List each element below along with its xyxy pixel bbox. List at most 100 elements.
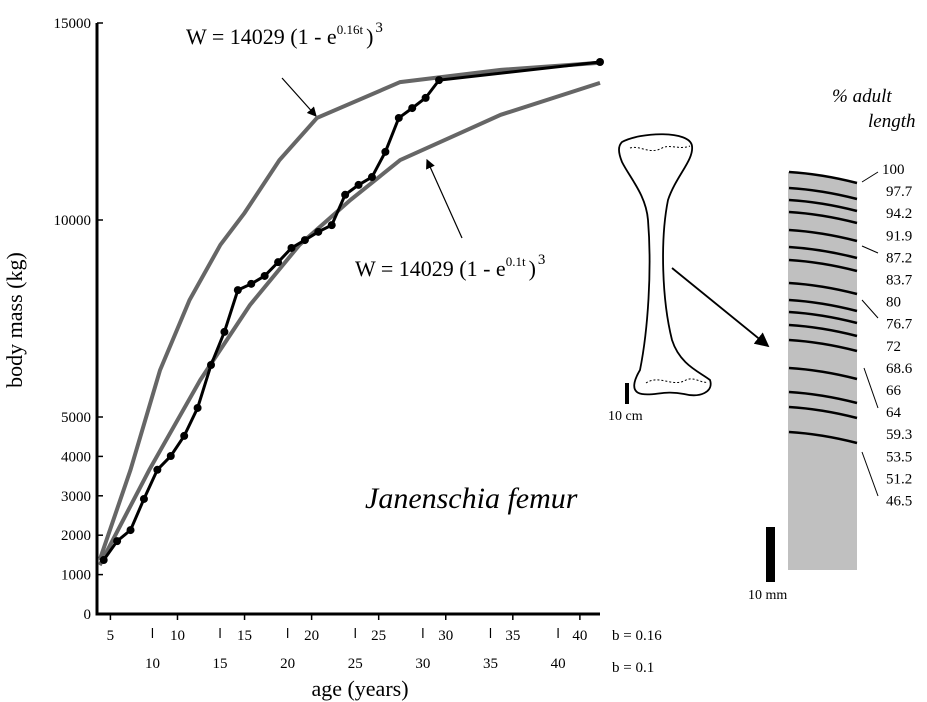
data-point <box>247 279 256 288</box>
data-point <box>274 258 283 267</box>
growth-label: 91.9 <box>886 228 912 244</box>
growth-line <box>788 390 858 405</box>
x2-tick-label: 25 <box>348 656 363 672</box>
data-point <box>408 104 417 113</box>
growth-line <box>788 323 858 338</box>
data-point <box>180 431 189 440</box>
data-point <box>435 76 444 85</box>
x2-tick-label: 20 <box>280 656 295 672</box>
leader-line <box>861 171 879 183</box>
data-point <box>207 360 216 369</box>
growth-line <box>788 430 858 445</box>
growth-label: 59.3 <box>886 427 912 443</box>
data-point <box>99 556 108 565</box>
growth-line <box>788 210 858 225</box>
x2-tick-label: 15 <box>213 656 228 672</box>
growth-label: 53.5 <box>886 449 912 465</box>
data-point <box>193 403 202 412</box>
data-point <box>220 327 229 336</box>
data-point <box>381 147 390 156</box>
equation-power: 3 <box>375 20 383 36</box>
growth-line <box>788 298 858 313</box>
growth-line <box>788 258 858 273</box>
x-axis-title: age (years) <box>311 676 408 701</box>
femur-detail <box>629 145 691 152</box>
growth-label: 64 <box>886 405 902 421</box>
growth-label: 87.2 <box>886 250 912 266</box>
femur-outline <box>618 133 712 397</box>
section-arrow <box>671 267 770 348</box>
growth-line <box>788 310 858 325</box>
x2-tick-label: 30 <box>415 656 430 672</box>
data-point <box>394 113 403 122</box>
growth-label: 76.7 <box>886 317 913 333</box>
data-point <box>354 180 363 189</box>
y-tick-label: 15000 <box>54 16 92 32</box>
leader-line <box>861 245 879 254</box>
x-tick-label: 30 <box>438 628 453 644</box>
growth-label: 46.5 <box>886 494 912 510</box>
x-tick-label: 5 <box>107 628 115 644</box>
growth-label: 83.7 <box>886 273 913 289</box>
scale-bar <box>766 527 775 582</box>
x-tick-label: 40 <box>572 628 587 644</box>
growth-label: 97.7 <box>886 184 913 200</box>
x2-tick-label: 40 <box>551 656 566 672</box>
x-tick-label: 25 <box>371 628 386 644</box>
growth-marks: 100 97.7 94.2 91.9 87.2 83.7 80 76.7 72 68.6 66 64 5… <box>788 162 913 510</box>
equation-text: W = 14029 (1 - e <box>186 24 337 49</box>
specimen-label: Janenschia femur <box>365 482 578 515</box>
data-point <box>341 190 350 199</box>
leader-line <box>861 299 879 319</box>
growth-label: 66 <box>886 383 902 399</box>
growth-label: 51.2 <box>886 471 912 487</box>
growth-line <box>788 366 858 381</box>
section-heading: length <box>868 111 916 132</box>
pointer-arrow <box>281 77 317 117</box>
y-tick-label: 4000 <box>61 449 91 465</box>
growth-label: 80 <box>886 295 901 311</box>
data-point <box>139 494 148 503</box>
series-line <box>97 60 601 561</box>
leader-line <box>863 367 879 409</box>
leader-line <box>861 451 879 497</box>
x-tick-label: 10 <box>170 628 185 644</box>
data-point <box>300 236 309 245</box>
data-point <box>233 286 242 295</box>
pointer-arrow <box>426 158 463 239</box>
x-tick-label: 15 <box>237 628 252 644</box>
data-point <box>153 465 162 474</box>
y-tick-label: 0 <box>84 607 92 623</box>
scale-bar <box>625 383 629 404</box>
femur-detail <box>645 378 709 384</box>
plot: 0 1000 2000 3000 4000 5000 10000 15000 5 10 15 20 25… <box>54 16 604 672</box>
growth-line <box>788 405 858 420</box>
equation: W = 14029 (1 - e0.1t) 3 <box>355 252 545 281</box>
equation-close: ) <box>529 256 536 281</box>
growth-line <box>788 245 858 260</box>
growth-line <box>788 186 858 201</box>
equation-exponent: 0.1t <box>506 254 526 269</box>
x-tick-label: 20 <box>304 628 319 644</box>
x2-axis-label: b = 0.1 <box>612 660 654 676</box>
growth-line <box>788 198 858 213</box>
y-tick-label: 5000 <box>61 410 91 426</box>
y-tick-label: 2000 <box>61 528 91 544</box>
section-heading: % adult <box>832 86 892 107</box>
growth-line <box>788 338 858 353</box>
data-point <box>367 173 376 182</box>
data-point <box>287 243 296 252</box>
data-point <box>126 526 135 535</box>
data-point <box>314 227 323 236</box>
x2-tick-label: 35 <box>483 656 498 672</box>
growth-label: 68.6 <box>886 361 913 377</box>
equation-exponent: 0.16t <box>337 22 364 37</box>
growth-label: 72 <box>886 339 901 355</box>
data-point <box>260 271 269 280</box>
x-axis-label: b = 0.16 <box>612 628 662 644</box>
growth-line <box>788 170 858 185</box>
x-tick-label: 35 <box>505 628 520 644</box>
growth-line <box>788 228 858 243</box>
equation: W = 14029 (1 - e0.16t) 3 <box>186 20 383 49</box>
